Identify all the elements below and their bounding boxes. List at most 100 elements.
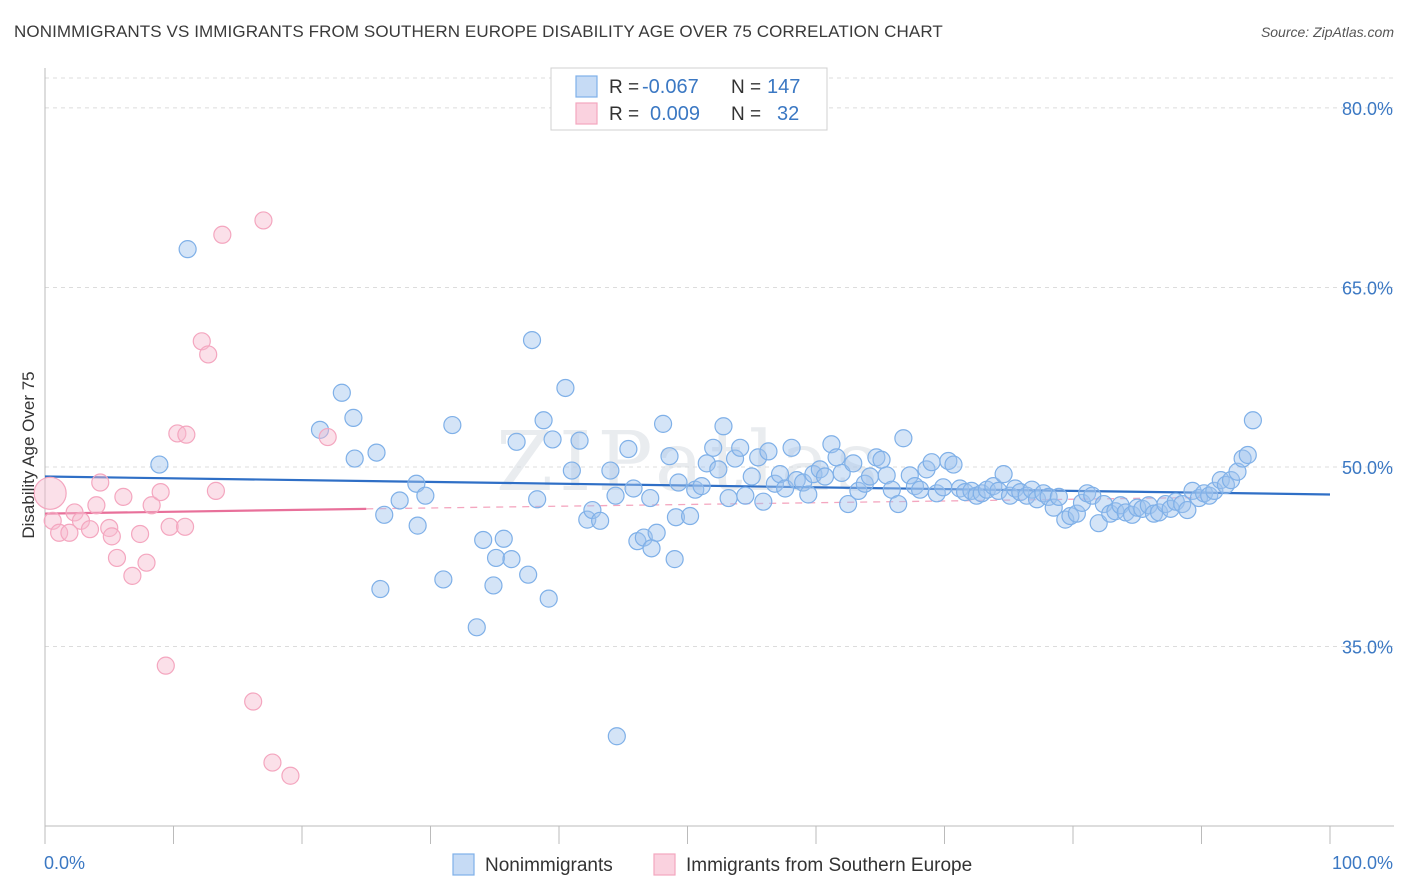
southern-europe-point-30 [281,766,300,785]
bottom-legend-swatch-pink [653,853,676,876]
nonimmigrant-point-136 [1183,481,1202,500]
grid-lines [45,77,1394,647]
nonimmigrant-point-93 [944,455,963,474]
nonimmigrant-point-134 [1173,494,1192,514]
nonimmigrant-point-18 [486,548,506,568]
southern-europe-point-8 [91,473,110,492]
southern-europe-point-25 [206,481,226,500]
nonimmigrant-point-102 [994,465,1013,484]
southern-europe-point-22 [177,425,196,444]
nonimmigrant-point-148 [665,550,684,569]
nonimmigrant-point-52 [714,417,733,436]
nonimmigrant-point-15 [467,618,486,637]
x-tick-labels: 0.0% 100.0% [44,853,1393,873]
nonimmigrant-point-89 [922,453,941,472]
y-tick-label-3: 80.0% [1342,99,1393,119]
x-tick-label-1: 100.0% [1332,853,1393,873]
nonimmigrant-point-33 [591,511,610,530]
nonimmigrant-point-56 [736,486,755,505]
nonimmigrant-point-30 [570,431,589,450]
southern-europe-point-3 [60,523,79,542]
nonimmigrant-point-112 [1049,487,1068,506]
nonimmigrant-point-60 [759,442,778,461]
nonimmigrant-point-49 [697,454,716,473]
nonimmigrant-point-21 [507,432,526,451]
nonimmigrant-point-23 [522,330,542,350]
y-axis-title: Disability Age Over 75 [19,371,38,538]
nonimmigrant-point-92 [939,451,958,471]
nonimmigrant-point-37 [624,479,643,498]
nonimmigrant-point-75 [844,454,863,473]
nonimmigrant-point-6 [367,443,386,462]
nonimmigrant-point-19 [494,529,513,548]
legend-r-value-2: 0.009 [650,103,700,125]
nonimmigrant-point-74 [839,494,858,514]
legend-r-label-2: R = [609,104,639,125]
southern-europe-point-24 [199,345,218,364]
nonimmigrant-point-57 [742,467,761,486]
nonimmigrant-point-147 [1243,411,1263,430]
nonimmigrant-point-48 [692,477,711,496]
nonimmigrant-point-1 [150,455,169,474]
nonimmigrant-point-64 [782,438,801,457]
nonimmigrant-point-107 [1022,480,1041,499]
nonimmigrants-points [150,240,1263,746]
nonimmigrant-point-116 [1072,493,1092,512]
nonimmigrant-point-145 [1233,449,1252,468]
nonimmigrant-point-42 [653,414,673,433]
nonimmigrant-point-115 [1067,504,1086,523]
southern-europe-point-13 [123,566,142,585]
nonimmigrant-point-14 [443,415,462,435]
axes [44,68,1394,844]
nonimmigrant-point-135 [1178,500,1197,520]
nonimmigrant-point-25 [534,411,553,430]
nonimmigrant-point-78 [860,467,880,486]
nonimmigrant-point-0 [178,240,197,259]
nonimmigrant-point-51 [709,460,728,479]
nonimmigrant-point-3 [344,408,363,427]
southern-europe-point-19 [160,517,179,536]
legend-n-value-2: 32 [777,103,799,125]
nonimmigrant-point-113 [1056,510,1075,529]
southern-europe-point-29 [263,753,282,772]
southern-europe-point-7 [87,496,106,515]
nonimmigrant-point-149 [642,539,661,558]
southern-europe-point-14 [130,524,150,544]
nonimmigrant-point-46 [680,506,700,526]
southern-europe-point-18 [156,656,175,675]
y-tick-label-2: 65.0% [1342,278,1393,298]
nonimmigrant-point-91 [934,478,953,497]
nonimmigrant-point-29 [562,461,581,480]
bottom-legend-label-nonimmigrants: Nonimmigrants [485,855,613,876]
southern-europe-point-16 [142,496,161,515]
southern-europe-point-12 [114,487,133,506]
nonimmigrant-point-12 [371,579,390,599]
source-label: Source: ZipAtlas.com [1260,24,1394,40]
nonimmigrant-point-85 [900,466,919,485]
nonimmigrant-point-10 [416,486,435,505]
nonimmigrant-point-20 [502,550,521,569]
y-tick-label-0: 35.0% [1342,637,1393,657]
nonimmigrant-point-44 [666,508,686,527]
nonimmigrant-point-61 [765,474,784,493]
nonimmigrant-point-34 [601,461,620,480]
southern-europe-point-26 [213,225,232,244]
nonimmigrant-point-24 [528,490,547,509]
nonimmigrant-point-80 [872,450,891,469]
nonimmigrant-point-110 [1039,487,1058,506]
southern-europe-point-2 [50,523,69,542]
nonimmigrant-point-2 [310,420,330,439]
nonimmigrant-point-45 [669,473,688,492]
nonimmigrant-point-86 [905,477,925,496]
nonimmigrant-point-146 [1238,445,1257,465]
nonimmigrant-point-70 [815,467,835,486]
southern-europe-point-10 [102,527,121,546]
southern-europe-point-21 [175,517,195,536]
nonimmigrant-point-41 [647,523,666,542]
nonimmigrant-point-72 [827,448,846,467]
nonimmigrant-point-4 [332,383,351,402]
legend-swatch-blue [575,75,598,98]
y-tick-label-1: 50.0% [1342,458,1393,478]
southern-europe-point-27 [244,692,263,711]
nonimmigrant-point-16 [474,530,493,550]
